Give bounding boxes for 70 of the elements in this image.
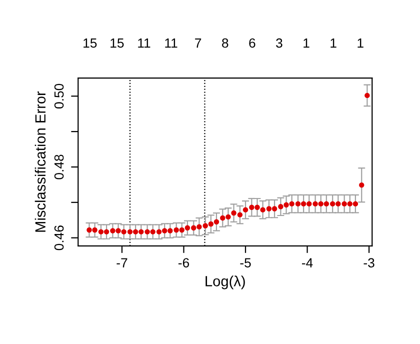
point xyxy=(352,201,358,206)
point xyxy=(318,201,324,206)
point xyxy=(104,229,110,234)
point xyxy=(202,223,208,228)
text: 1 xyxy=(330,38,336,48)
text: 8 xyxy=(222,38,228,48)
point xyxy=(184,225,190,230)
x-tick-label: -7 xyxy=(116,258,128,268)
point xyxy=(300,201,306,206)
x-tick-label: -3 xyxy=(364,258,374,268)
y-tick-label: 0.48 xyxy=(54,154,64,180)
text: 11 xyxy=(138,38,150,48)
text: 11 xyxy=(165,38,178,48)
y-tick-label: 0.50 xyxy=(54,84,64,108)
point xyxy=(214,219,220,224)
point xyxy=(220,215,226,221)
point xyxy=(98,229,104,234)
point xyxy=(359,182,364,188)
point xyxy=(138,229,144,234)
point xyxy=(306,201,312,206)
x-axis-title: Log(λ) xyxy=(206,276,245,290)
point xyxy=(347,201,352,206)
x-tick-label: -6 xyxy=(178,258,190,268)
y-tick-label: 0.46 xyxy=(54,226,64,250)
text: 1 xyxy=(358,38,364,48)
x-tick-label: -4 xyxy=(302,258,313,268)
point xyxy=(191,225,196,230)
text: 7 xyxy=(195,38,202,48)
text: 15 xyxy=(110,38,124,48)
point xyxy=(342,201,347,206)
y-axis-title: Misclassification Error xyxy=(34,91,46,232)
point xyxy=(144,229,150,234)
point xyxy=(289,201,294,206)
point xyxy=(231,210,236,216)
point xyxy=(127,229,133,234)
point xyxy=(226,214,231,220)
point xyxy=(174,227,179,233)
point xyxy=(116,228,121,234)
point xyxy=(242,207,248,212)
point xyxy=(260,207,266,212)
point xyxy=(324,201,330,206)
point xyxy=(295,201,301,206)
point xyxy=(312,201,318,206)
point xyxy=(156,229,162,234)
point xyxy=(150,229,156,234)
point xyxy=(336,201,341,206)
point xyxy=(92,227,98,233)
point xyxy=(86,227,92,233)
point xyxy=(249,204,254,210)
point xyxy=(132,229,138,234)
point xyxy=(208,221,214,227)
point xyxy=(278,204,284,210)
point xyxy=(110,228,116,234)
text: 6 xyxy=(249,38,256,48)
point xyxy=(254,204,260,210)
point xyxy=(179,227,184,233)
point xyxy=(330,201,336,206)
point xyxy=(237,212,243,218)
point xyxy=(121,229,126,234)
point xyxy=(168,228,173,234)
text: 1 xyxy=(304,38,310,48)
point xyxy=(196,224,202,230)
point xyxy=(266,206,272,212)
point xyxy=(272,206,278,212)
point xyxy=(284,202,289,208)
point xyxy=(162,228,168,234)
text: 15 xyxy=(84,38,97,48)
x-tick-label: -5 xyxy=(240,258,251,268)
text: 3 xyxy=(276,38,282,48)
point xyxy=(364,92,370,98)
